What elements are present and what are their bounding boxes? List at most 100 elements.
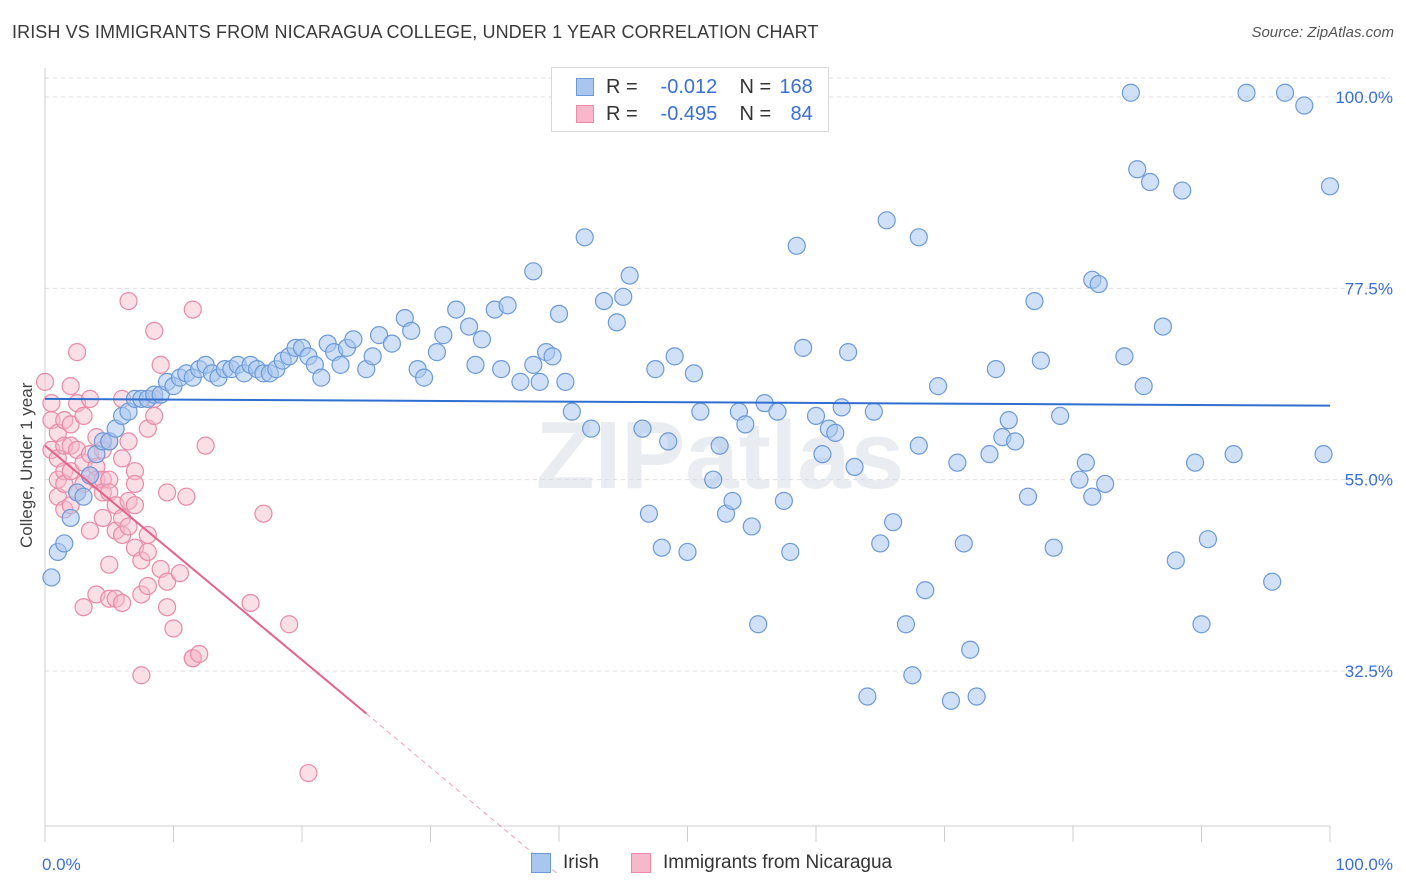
- legend-row-nicaragua: R = -0.495 N = 84: [576, 101, 813, 127]
- irish-point: [986, 360, 1006, 379]
- irish-point: [787, 236, 806, 255]
- irish-point: [646, 360, 665, 379]
- y-tick-label: 100.0%: [1335, 88, 1393, 107]
- irish-point: [633, 419, 652, 438]
- irish-point: [909, 436, 928, 455]
- nicaragua-point: [119, 291, 138, 311]
- irish-point: [1192, 615, 1211, 634]
- nicaragua-point: [151, 355, 170, 374]
- irish-point: [556, 372, 575, 391]
- nicaragua-point: [145, 406, 164, 425]
- irish-point: [1166, 551, 1185, 570]
- irish-point: [402, 321, 421, 340]
- bottom-legend-nicaragua: Immigrants from Nicaragua: [631, 852, 892, 874]
- irish-point: [549, 304, 569, 323]
- irish-point: [704, 470, 723, 489]
- irish-point: [813, 445, 832, 464]
- irish-point: [832, 398, 851, 417]
- irish-point: [806, 406, 826, 425]
- irish-point: [1198, 530, 1218, 549]
- irish-point: [736, 415, 755, 434]
- irish-point: [620, 266, 639, 285]
- irish-point: [1128, 160, 1147, 179]
- irish-point: [1224, 445, 1243, 464]
- irish-point: [575, 228, 594, 247]
- x-tick-label: 100.0%: [1335, 855, 1393, 874]
- nicaragua-point: [254, 504, 273, 523]
- irish-point: [370, 326, 389, 345]
- irish-point: [1140, 172, 1160, 192]
- nicaragua-point: [119, 432, 138, 451]
- irish-point: [1237, 83, 1256, 102]
- irish-point: [382, 334, 402, 353]
- irish-r-value: -0.012: [660, 75, 718, 98]
- irish-n-label: N =: [739, 75, 772, 98]
- irish-point: [511, 372, 530, 391]
- irish-point: [684, 364, 704, 383]
- irish-point: [1134, 377, 1153, 396]
- tick-labels: 32.5% 55.0% 77.5% 100.0% 0.0% 100.0%: [42, 88, 1393, 874]
- irish-point: [1320, 177, 1340, 196]
- irish-legend-swatch: [531, 853, 551, 873]
- irish-trend-line: [44, 397, 1331, 407]
- nicaragua-point: [61, 377, 80, 396]
- irish-point: [1121, 83, 1140, 102]
- irish-point: [42, 568, 61, 587]
- irish-point: [363, 347, 382, 366]
- trend-lines: [44, 397, 1331, 876]
- nicaragua-legend-swatch: [631, 853, 651, 873]
- irish-point: [530, 372, 549, 391]
- irish-point: [492, 360, 511, 379]
- irish-point: [928, 377, 948, 396]
- irish-point: [1096, 474, 1115, 494]
- irish-point: [1115, 347, 1134, 366]
- nicaragua-r-label: R =: [606, 102, 638, 125]
- irish-point: [607, 313, 626, 332]
- irish-point: [74, 487, 93, 506]
- stats-legend: R = -0.012 N = 168 R = -0.495 N = 84: [551, 67, 829, 132]
- irish-point: [1018, 487, 1038, 506]
- irish-point: [1173, 181, 1192, 200]
- irish-point: [524, 355, 543, 374]
- nicaragua-point: [93, 508, 112, 528]
- irish-point: [1006, 432, 1025, 451]
- irish-point: [427, 343, 447, 362]
- irish-point: [1070, 470, 1089, 489]
- irish-point: [916, 581, 935, 600]
- irish-point: [582, 419, 601, 438]
- irish-point: [312, 368, 331, 387]
- irish-points: [42, 83, 1340, 710]
- irish-point: [839, 343, 858, 362]
- nicaragua-point: [138, 576, 157, 596]
- irish-point: [961, 640, 980, 659]
- nicaragua-point: [125, 496, 145, 515]
- irish-point: [80, 466, 100, 485]
- irish-point: [768, 402, 787, 421]
- irish-point: [466, 355, 485, 374]
- irish-point: [1314, 445, 1333, 464]
- irish-point: [1295, 96, 1314, 115]
- nicaragua-n-value: 84: [790, 102, 813, 125]
- nicaragua-point: [125, 474, 145, 494]
- irish-point: [980, 445, 999, 464]
- irish-point: [1044, 538, 1063, 557]
- irish-legend-label: Irish: [563, 852, 599, 873]
- irish-point: [1275, 83, 1295, 102]
- irish-point: [871, 534, 890, 553]
- irish-point: [1089, 274, 1108, 294]
- irish-point: [447, 300, 466, 319]
- nicaragua-point: [112, 593, 132, 613]
- nicaragua-point: [35, 372, 55, 391]
- irish-point: [909, 228, 928, 247]
- nicaragua-point: [74, 406, 93, 425]
- irish-point: [903, 666, 922, 685]
- nicaragua-point: [61, 415, 80, 434]
- irish-point: [498, 296, 517, 315]
- y-axis-label: College, Under 1 year: [17, 382, 36, 548]
- irish-point: [594, 291, 614, 311]
- nicaragua-trend-extension: [365, 713, 560, 876]
- irish-point: [999, 411, 1018, 430]
- nicaragua-point: [164, 619, 183, 638]
- irish-point: [1051, 406, 1070, 425]
